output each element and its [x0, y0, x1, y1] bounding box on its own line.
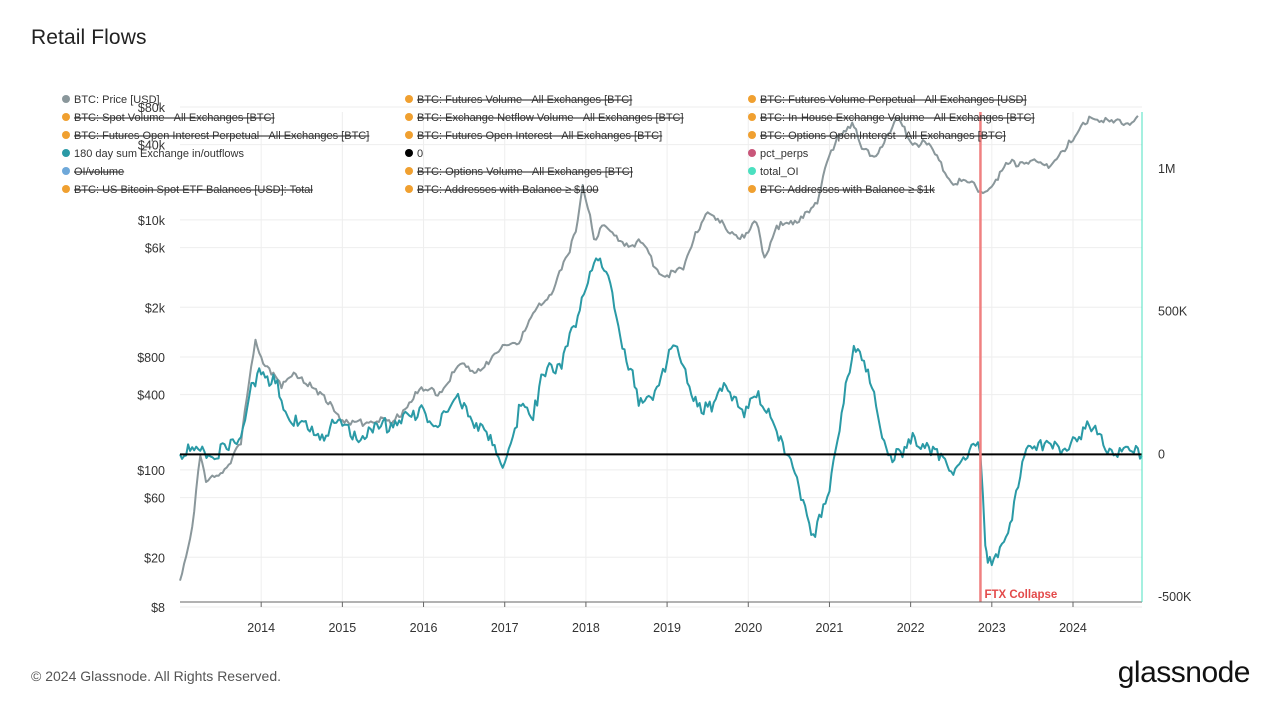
brand-logo: glassnode: [1117, 656, 1251, 689]
legend-swatch-icon: [748, 95, 756, 103]
legend[interactable]: BTC: Price [USD] BTC: Futures Volume - Al…: [62, 94, 1035, 196]
legend-swatch-icon: [748, 167, 756, 175]
x-tick-label: 2014: [247, 621, 275, 635]
y-left-tick-label: $80k: [138, 101, 166, 115]
x-tick-label: 2024: [1059, 621, 1087, 635]
chart-title: Retail Flows: [31, 26, 147, 49]
x-tick-label: 2016: [410, 621, 438, 635]
legend-swatch-icon: [405, 149, 413, 157]
y-left-tick-label: $100: [137, 464, 165, 478]
legend-swatch-icon: [405, 167, 413, 175]
legend-swatch-icon: [62, 113, 70, 121]
legend-label: BTC: US Bitcoin Spot ETF Balances [USD]:…: [74, 184, 313, 196]
legend-swatch-icon: [62, 131, 70, 139]
chart: FTX Collapse BTC: Price [USD] BTC: Future…: [62, 94, 1192, 635]
legend-item[interactable]: BTC: In-House Exchange Volume - All Exch…: [748, 112, 1035, 124]
ftx-annotation-label: FTX Collapse: [984, 589, 1057, 601]
x-tick-label: 2023: [978, 621, 1006, 635]
legend-item[interactable]: BTC: Futures Open Interest Perpetual - A…: [62, 130, 369, 142]
legend-item[interactable]: 0: [405, 148, 423, 160]
legend-item[interactable]: total_OI: [748, 166, 799, 178]
y-right-tick-label: 500K: [1158, 305, 1188, 319]
legend-label: total_OI: [760, 166, 799, 178]
y-left-tick-label: $20: [144, 551, 165, 565]
legend-label: pct_perps: [760, 148, 809, 160]
legend-swatch-icon: [405, 113, 413, 121]
legend-label: BTC: Spot Volume - All Exchanges [BTC]: [74, 112, 275, 124]
grid: [180, 106, 1142, 608]
legend-label: BTC: Futures Open Interest Perpetual - A…: [74, 130, 369, 142]
legend-item[interactable]: BTC: Exchange Netflow Volume - All Excha…: [405, 112, 684, 124]
x-tick-label: 2019: [653, 621, 681, 635]
legend-label: BTC: In-House Exchange Volume - All Exch…: [760, 112, 1035, 124]
legend-swatch-icon: [748, 149, 756, 157]
y-left-tick-label: $10k: [138, 214, 166, 228]
y-left-tick-label: $60: [144, 492, 165, 506]
x-tick-label: 2021: [816, 621, 844, 635]
legend-item[interactable]: BTC: Addresses with Balance ≥ $1k: [748, 184, 935, 196]
legend-item[interactable]: BTC: Futures Open Interest - All Exchang…: [405, 130, 662, 142]
y-left-tick-label: $400: [137, 389, 165, 403]
legend-label: OI/volume: [74, 166, 124, 178]
legend-swatch-icon: [748, 185, 756, 193]
legend-label: 0: [417, 148, 423, 160]
legend-item[interactable]: 180 day sum Exchange in/outflows: [62, 148, 244, 160]
legend-swatch-icon: [62, 185, 70, 193]
y-right-tick-label: 0: [1158, 447, 1165, 461]
legend-label: BTC: Futures Volume - All Exchanges [BTC…: [417, 94, 632, 106]
legend-label: BTC: Price [USD]: [74, 94, 160, 106]
series-layer: FTX Collapse: [179, 112, 1143, 602]
legend-label: 180 day sum Exchange in/outflows: [74, 148, 244, 160]
legend-item[interactable]: BTC: US Bitcoin Spot ETF Balances [USD]:…: [62, 184, 313, 196]
legend-item[interactable]: BTC: Options Volume - All Exchanges [BTC…: [405, 166, 633, 178]
y-right-tick-label: 1M: [1158, 162, 1175, 176]
y-left-tick-label: $8: [151, 601, 165, 615]
y-left-tick-label: $800: [137, 351, 165, 365]
x-tick-label: 2017: [491, 621, 519, 635]
y-left-tick-label: $40k: [138, 139, 166, 153]
x-tick-label: 2018: [572, 621, 600, 635]
legend-label: BTC: Addresses with Balance ≥ $1k: [760, 184, 935, 196]
y-left-tick-label: $2k: [145, 301, 166, 315]
legend-item[interactable]: BTC: Price [USD]: [62, 94, 160, 106]
price-series-line: [179, 115, 1139, 581]
legend-swatch-icon: [405, 131, 413, 139]
legend-item[interactable]: BTC: Options Open Interest - All Exchang…: [748, 130, 1006, 142]
legend-item[interactable]: BTC: Futures Volume Perpetual - All Exch…: [748, 94, 1027, 106]
legend-item[interactable]: BTC: Spot Volume - All Exchanges [BTC]: [62, 112, 275, 124]
axes: $8 $20 $60 $100 $400 $800 $2k $6k $10k $40k $80k 20…: [137, 101, 1192, 635]
legend-swatch-icon: [405, 185, 413, 193]
legend-label: BTC: Futures Volume Perpetual - All Exch…: [760, 94, 1027, 106]
legend-swatch-icon: [748, 113, 756, 121]
legend-label: BTC: Options Volume - All Exchanges [BTC…: [417, 166, 633, 178]
flows-series-line: [179, 257, 1143, 567]
legend-swatch-icon: [405, 95, 413, 103]
y-left-tick-label: $6k: [145, 242, 166, 256]
legend-label: BTC: Futures Open Interest - All Exchang…: [417, 130, 662, 142]
legend-swatch-icon: [62, 95, 70, 103]
legend-label: BTC: Options Open Interest - All Exchang…: [760, 130, 1006, 142]
legend-item[interactable]: pct_perps: [748, 148, 809, 160]
legend-label: BTC: Exchange Netflow Volume - All Excha…: [417, 112, 684, 124]
legend-item[interactable]: OI/volume: [62, 166, 124, 178]
legend-item[interactable]: BTC: Futures Volume - All Exchanges [BTC…: [405, 94, 632, 106]
legend-swatch-icon: [62, 149, 70, 157]
legend-swatch-icon: [62, 167, 70, 175]
x-tick-label: 2020: [734, 621, 762, 635]
legend-label: BTC: Addresses with Balance ≥ $100: [417, 184, 599, 196]
y-right-tick-label: -500K: [1158, 590, 1192, 604]
legend-item[interactable]: BTC: Addresses with Balance ≥ $100: [405, 184, 599, 196]
legend-swatch-icon: [748, 131, 756, 139]
x-tick-label: 2015: [328, 621, 356, 635]
x-tick-label: 2022: [897, 621, 925, 635]
copyright: © 2024 Glassnode. All Rights Reserved.: [31, 668, 282, 684]
